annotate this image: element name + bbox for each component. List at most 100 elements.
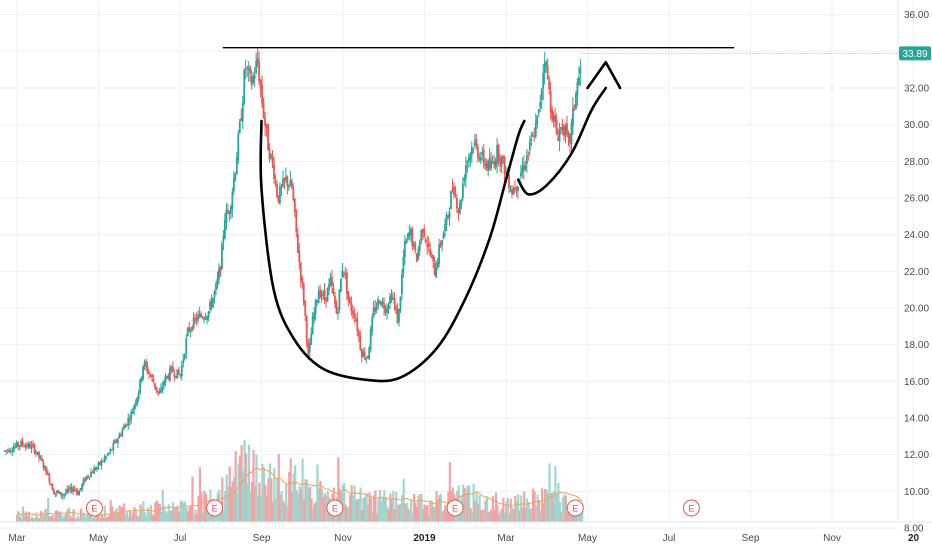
- candle: [305, 314, 308, 348]
- candle: [522, 155, 525, 180]
- candle: [503, 155, 506, 182]
- candle: [128, 414, 131, 426]
- earnings-marker[interactable]: E: [682, 499, 700, 517]
- candle: [476, 143, 479, 163]
- candle: [198, 306, 201, 319]
- earnings-label: E: [212, 504, 218, 514]
- candle: [107, 452, 110, 456]
- candle: [433, 256, 436, 276]
- candle-body: [51, 483, 54, 491]
- candle-body: [177, 370, 180, 375]
- volume-bar: [478, 495, 481, 522]
- candle-body: [405, 240, 408, 244]
- volume-bar: [347, 507, 350, 522]
- candle-body: [369, 329, 372, 350]
- candle: [12, 443, 15, 453]
- candle: [29, 440, 31, 449]
- earnings-marker[interactable]: E: [85, 499, 103, 517]
- candle: [160, 383, 162, 394]
- candle-body: [469, 153, 472, 160]
- candle-body: [148, 372, 150, 374]
- candle: [64, 488, 67, 497]
- candle-body: [292, 188, 295, 200]
- volume-bar: [392, 491, 395, 522]
- volume-bar: [337, 457, 340, 522]
- volume-bar: [421, 508, 425, 522]
- volume-bar: [259, 495, 263, 522]
- candle: [386, 303, 388, 320]
- time-axis[interactable]: Mar May Jul Sep Nov 2019 Mar May Jul Sep Nov 20: [8, 533, 919, 544]
- price-axis[interactable]: 36.0034.0032.0030.0028.0026.0024.0022.00…: [904, 10, 929, 534]
- candle-body: [502, 156, 504, 158]
- volume-bar: [506, 497, 509, 522]
- candle-body: [362, 351, 365, 357]
- volume-bar: [79, 508, 83, 522]
- volume-bar: [471, 511, 474, 522]
- candle: [491, 155, 494, 164]
- volume-bar: [279, 494, 282, 522]
- candle-body: [433, 262, 436, 276]
- candle-body: [340, 279, 342, 292]
- candle-body: [94, 468, 97, 470]
- candle: [314, 298, 317, 321]
- candle-body: [359, 336, 362, 350]
- candle: [139, 378, 142, 395]
- candle: [203, 316, 205, 324]
- volume-bar: [472, 483, 475, 522]
- volume-bar: [439, 494, 443, 522]
- volume-bar: [503, 512, 506, 522]
- candle-body: [67, 488, 70, 490]
- candle: [213, 289, 216, 304]
- candle-body: [470, 146, 473, 155]
- candle-body: [442, 232, 445, 239]
- earnings-marker[interactable]: E: [326, 499, 344, 517]
- candle-body: [103, 457, 106, 461]
- candle: [342, 271, 345, 278]
- candle: [261, 75, 263, 109]
- candle: [253, 67, 256, 88]
- candle: [500, 155, 503, 174]
- candle: [380, 300, 382, 307]
- candle: [163, 379, 165, 391]
- earnings-marker[interactable]: E: [446, 499, 464, 517]
- volume-bar: [50, 516, 53, 522]
- earnings-circle: [566, 499, 584, 517]
- candle: [151, 373, 153, 382]
- candle-body: [488, 157, 491, 170]
- price-tick-label: 30.00: [904, 120, 929, 131]
- candle-body: [243, 69, 246, 104]
- candle-body: [154, 383, 156, 388]
- volume-bar: [316, 464, 319, 522]
- candle-body: [570, 123, 573, 145]
- candle-body: [360, 349, 363, 358]
- candle: [49, 482, 52, 486]
- candle-body: [448, 211, 451, 219]
- candle: [368, 345, 371, 360]
- earnings-marker[interactable]: E: [566, 499, 584, 517]
- volume-bar: [166, 513, 169, 522]
- volume-bar: [99, 518, 102, 522]
- candle-body: [386, 308, 388, 313]
- candle: [409, 226, 412, 242]
- candle-body: [289, 180, 292, 187]
- candle: [54, 492, 57, 498]
- price-tick-label: 36.00: [904, 10, 929, 21]
- candle: [27, 441, 30, 449]
- volume-bar: [442, 510, 445, 522]
- earnings-marker[interactable]: E: [206, 499, 224, 517]
- candle-body: [436, 261, 439, 268]
- candle: [399, 296, 402, 314]
- volume-bar: [241, 470, 245, 522]
- candle-body: [549, 91, 552, 113]
- volume-bar: [273, 467, 276, 522]
- volume-bar: [261, 463, 264, 522]
- candle-body: [274, 180, 277, 182]
- candle: [494, 157, 497, 170]
- volume-bar: [125, 511, 129, 522]
- candle: [528, 135, 531, 156]
- arrow-head: [586, 60, 622, 90]
- candle: [26, 442, 28, 449]
- candle: [186, 326, 189, 338]
